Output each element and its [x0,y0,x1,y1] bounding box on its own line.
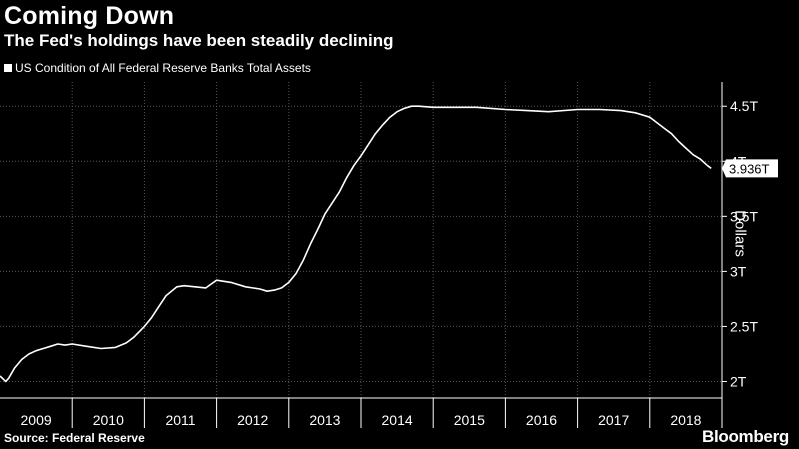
last-value-callout: 3.936T [722,159,778,178]
y-tick-label: 4.5T [730,98,758,114]
source-note: Source: Federal Reserve [4,431,145,445]
bloomberg-logo: Bloomberg [701,427,789,446]
y-tick-label: 2.5T [730,318,758,334]
legend: US Condition of All Federal Reserve Bank… [4,61,311,75]
last-value-label: 3.936T [729,161,770,176]
y-tick-label: 3T [730,263,747,279]
y-tick-label: 3.5T [730,208,758,224]
x-tick-label: 2014 [382,412,413,428]
y-axis-label: Dollars [731,210,749,257]
x-tick-label: 2015 [454,412,485,428]
axes [0,82,727,428]
x-tick-label: 2011 [165,412,195,428]
x-tick-label: 2016 [526,412,557,428]
x-tick-label: 2010 [93,412,124,428]
x-tick-label: 2017 [598,412,629,428]
y-tick-label: 2T [730,373,747,389]
chart-title: Coming Down [4,2,175,30]
x-tick-label: 2009 [21,412,52,428]
legend-label: US Condition of All Federal Reserve Bank… [15,61,311,75]
series-line [0,105,712,383]
last-value-box [722,159,778,178]
chart-subtitle: The Fed's holdings have been steadily de… [4,31,394,50]
x-tick-label: 2013 [309,412,340,428]
series [0,105,712,383]
x-tick-label: 2012 [237,412,268,428]
x-tick-label: 2018 [670,412,701,428]
labels: 2T2.5T3T3.5T4T4.5T2009201020112012201320… [21,98,778,428]
legend-swatch [4,64,12,72]
grid [0,82,722,398]
